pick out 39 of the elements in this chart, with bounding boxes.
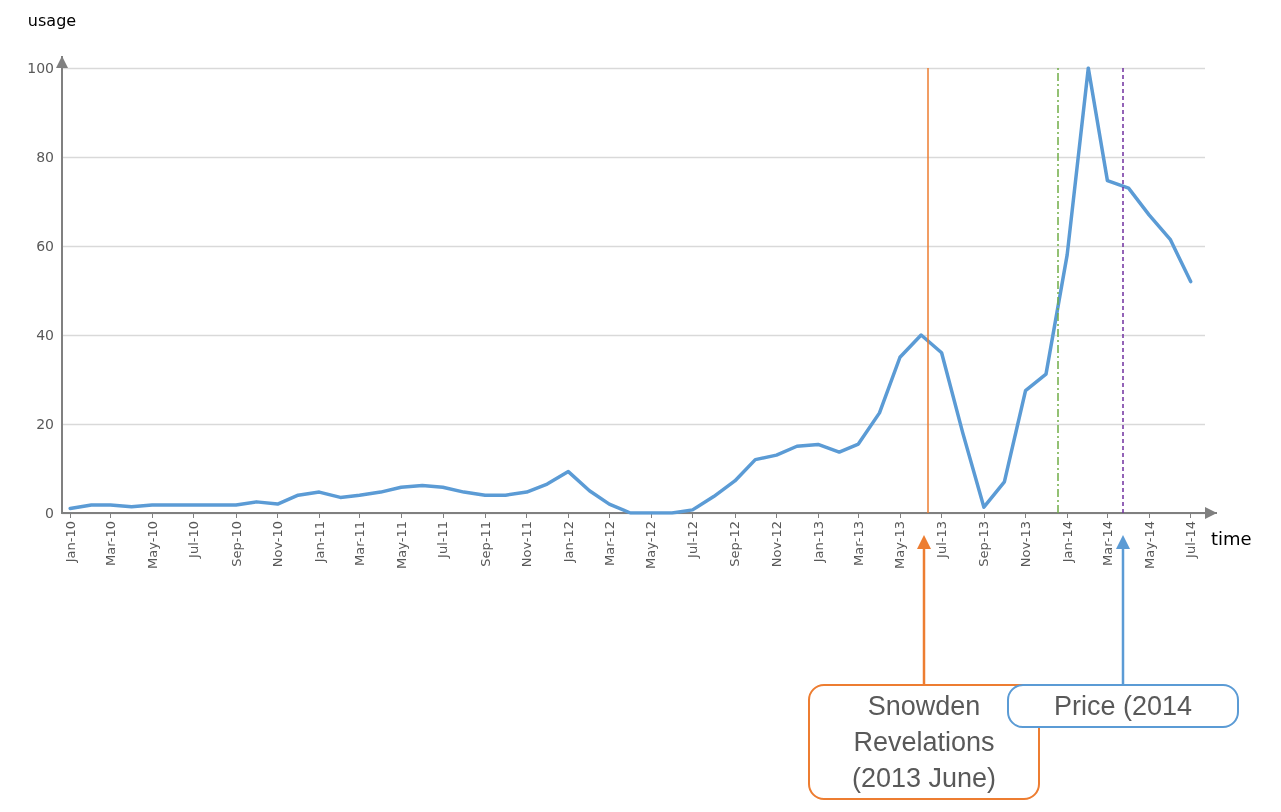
y-axis-title: usage — [27, 10, 77, 30]
x-tick-label: Jan-12 — [560, 521, 576, 564]
x-tick-label: Mar-11 — [352, 521, 368, 566]
x-tick-label: May-10 — [144, 521, 160, 569]
x-tick-label: Jan-11 — [311, 521, 327, 564]
x-tick-label: Jul-14 — [1183, 521, 1199, 559]
x-tick-label: May-13 — [892, 521, 908, 569]
x-tick-label: Nov-12 — [768, 521, 784, 568]
y-tick-label: 60 — [36, 238, 54, 254]
y-tick-label: 100 — [27, 60, 54, 76]
x-tick-label: Mar-12 — [601, 521, 617, 566]
y-tick-label: 40 — [36, 327, 54, 343]
x-tick-label: May-12 — [643, 521, 659, 569]
y-tick-label: 0 — [45, 505, 54, 521]
x-tick-label: Jul-11 — [435, 521, 451, 559]
x-tick-label: Mar-10 — [102, 521, 118, 566]
x-axis-title: time — [1211, 527, 1252, 549]
x-tick-label: Jan-10 — [62, 521, 78, 564]
x-tick-label: Nov-10 — [270, 521, 286, 568]
x-tick-label: Sep-10 — [228, 521, 244, 567]
x-tick-label: Jul-10 — [186, 521, 202, 559]
x-tick-label: May-14 — [1141, 521, 1157, 569]
x-tick-label: Sep-11 — [477, 521, 493, 567]
x-tick-label: Mar-14 — [1099, 521, 1115, 566]
x-tick-label: Sep-13 — [976, 521, 992, 567]
x-tick-label: Jan-14 — [1059, 521, 1075, 564]
x-tick-label: Sep-12 — [727, 521, 743, 567]
x-tick-label: Mar-13 — [850, 521, 866, 566]
x-tick-label: May-11 — [393, 521, 409, 569]
x-tick-label: Jul-13 — [934, 521, 950, 559]
text: Snowden Revelations (2013 June) — [808, 684, 1040, 800]
x-tick-label: Jul-12 — [685, 521, 701, 559]
x-tick-label: Nov-13 — [1018, 521, 1034, 568]
x-tick-label: Nov-11 — [519, 521, 535, 568]
text: Price (2014 — [1007, 684, 1239, 728]
y-tick-label: 20 — [36, 416, 54, 432]
y-tick-label: 80 — [36, 149, 54, 165]
line-series — [68, 66, 1193, 515]
x-tick-label: Jan-13 — [810, 521, 826, 564]
